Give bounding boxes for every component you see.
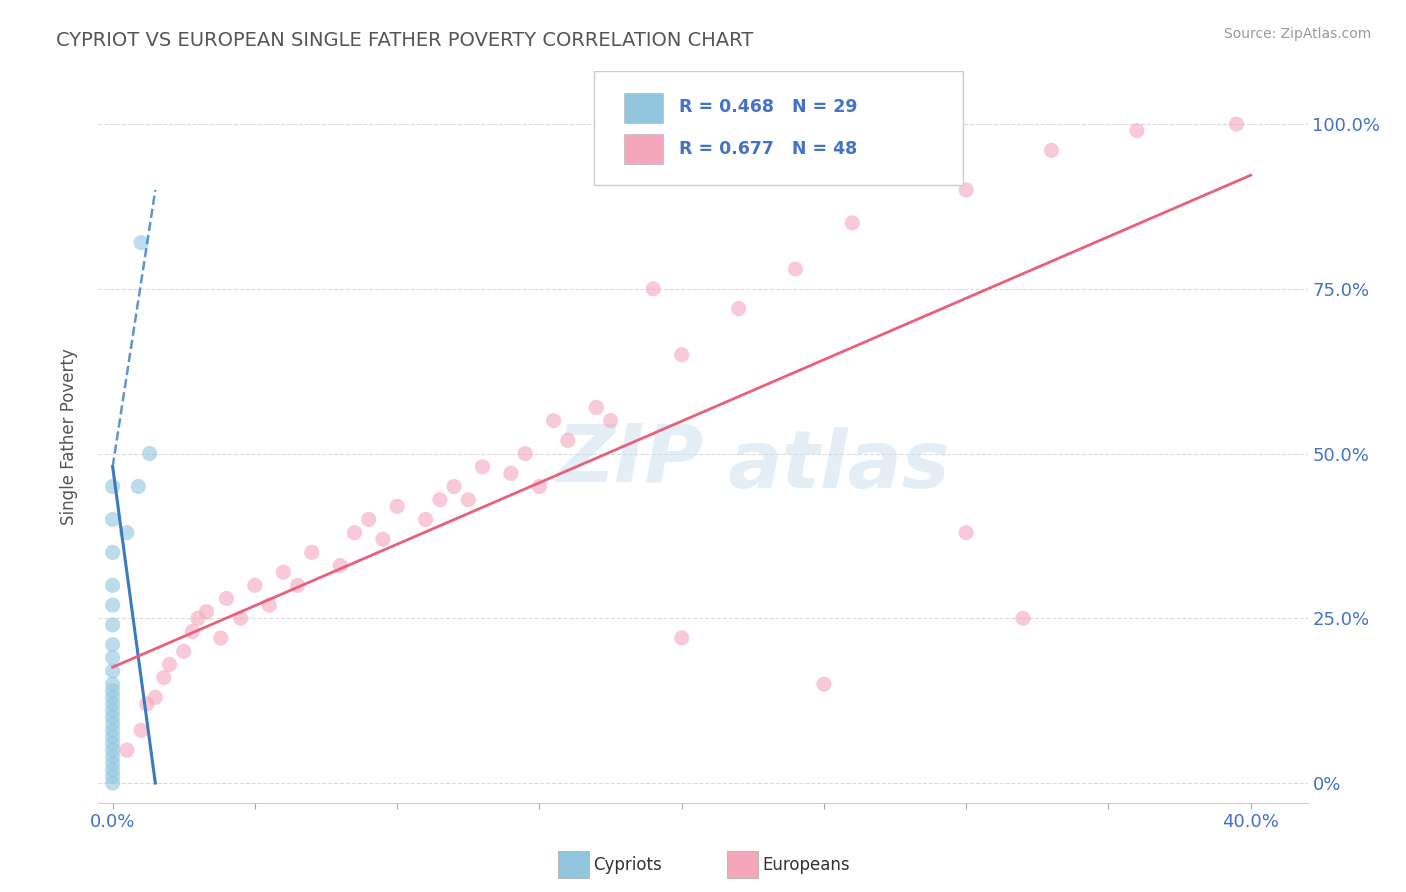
Text: Source: ZipAtlas.com: Source: ZipAtlas.com	[1223, 27, 1371, 41]
Point	[499, 467, 522, 481]
Point	[301, 545, 323, 559]
Point	[101, 704, 124, 718]
Point	[101, 716, 124, 731]
Point	[101, 749, 124, 764]
Point	[101, 743, 124, 757]
Point	[457, 492, 479, 507]
Point	[101, 723, 124, 738]
Point	[101, 683, 124, 698]
Point	[599, 414, 621, 428]
Point	[101, 730, 124, 744]
Point	[101, 545, 124, 559]
Point	[229, 611, 252, 625]
Point	[643, 282, 665, 296]
Point	[215, 591, 238, 606]
Bar	[624, 134, 664, 164]
Point	[813, 677, 835, 691]
Text: Europeans: Europeans	[762, 856, 849, 874]
Point	[101, 690, 124, 705]
Point	[101, 677, 124, 691]
Point	[955, 525, 977, 540]
Point	[471, 459, 494, 474]
Point	[101, 776, 124, 790]
Point	[273, 565, 295, 579]
Point	[173, 644, 195, 658]
Point	[135, 697, 157, 711]
Point	[1012, 611, 1035, 625]
Y-axis label: Single Father Poverty: Single Father Poverty	[59, 349, 77, 525]
Point	[101, 578, 124, 592]
Point	[101, 756, 124, 771]
Point	[101, 618, 124, 632]
Point	[115, 743, 138, 757]
Point	[143, 690, 166, 705]
Text: R = 0.468   N = 29: R = 0.468 N = 29	[679, 98, 858, 116]
Point	[195, 605, 218, 619]
Point	[443, 479, 465, 493]
Point	[101, 697, 124, 711]
Point	[101, 598, 124, 612]
Point	[138, 446, 160, 460]
Point	[159, 657, 181, 672]
Point	[385, 500, 408, 514]
Point	[101, 710, 124, 724]
Point	[415, 512, 437, 526]
Point	[585, 401, 607, 415]
Point	[955, 183, 977, 197]
Point	[101, 763, 124, 777]
Point	[101, 650, 124, 665]
Point	[515, 446, 537, 460]
Point	[671, 348, 693, 362]
Point	[101, 479, 124, 493]
Point	[529, 479, 551, 493]
Point	[129, 235, 152, 250]
Text: ZIP: ZIP	[555, 420, 703, 498]
Point	[209, 631, 232, 645]
Point	[287, 578, 309, 592]
Text: Cypriots: Cypriots	[593, 856, 662, 874]
Point	[727, 301, 749, 316]
Point	[181, 624, 204, 639]
Point	[543, 414, 565, 428]
Point	[357, 512, 380, 526]
Point	[841, 216, 863, 230]
Point	[101, 737, 124, 751]
Point	[429, 492, 451, 507]
Point	[153, 671, 176, 685]
Point	[101, 512, 124, 526]
Point	[129, 723, 152, 738]
Point	[187, 611, 209, 625]
Point	[127, 479, 149, 493]
Point	[785, 262, 807, 277]
Point	[257, 598, 280, 612]
FancyBboxPatch shape	[595, 71, 963, 185]
Point	[101, 664, 124, 678]
Point	[1040, 144, 1063, 158]
Point	[557, 434, 579, 448]
Point	[243, 578, 266, 592]
Point	[343, 525, 366, 540]
Text: CYPRIOT VS EUROPEAN SINGLE FATHER POVERTY CORRELATION CHART: CYPRIOT VS EUROPEAN SINGLE FATHER POVERT…	[56, 31, 754, 50]
Point	[1225, 117, 1247, 131]
Point	[371, 533, 394, 547]
Text: R = 0.677   N = 48: R = 0.677 N = 48	[679, 140, 858, 158]
Bar	[624, 93, 664, 123]
Point	[115, 525, 138, 540]
Point	[101, 769, 124, 783]
Text: atlas: atlas	[727, 427, 950, 506]
Point	[329, 558, 352, 573]
Point	[671, 631, 693, 645]
Point	[1126, 123, 1149, 137]
Point	[101, 638, 124, 652]
